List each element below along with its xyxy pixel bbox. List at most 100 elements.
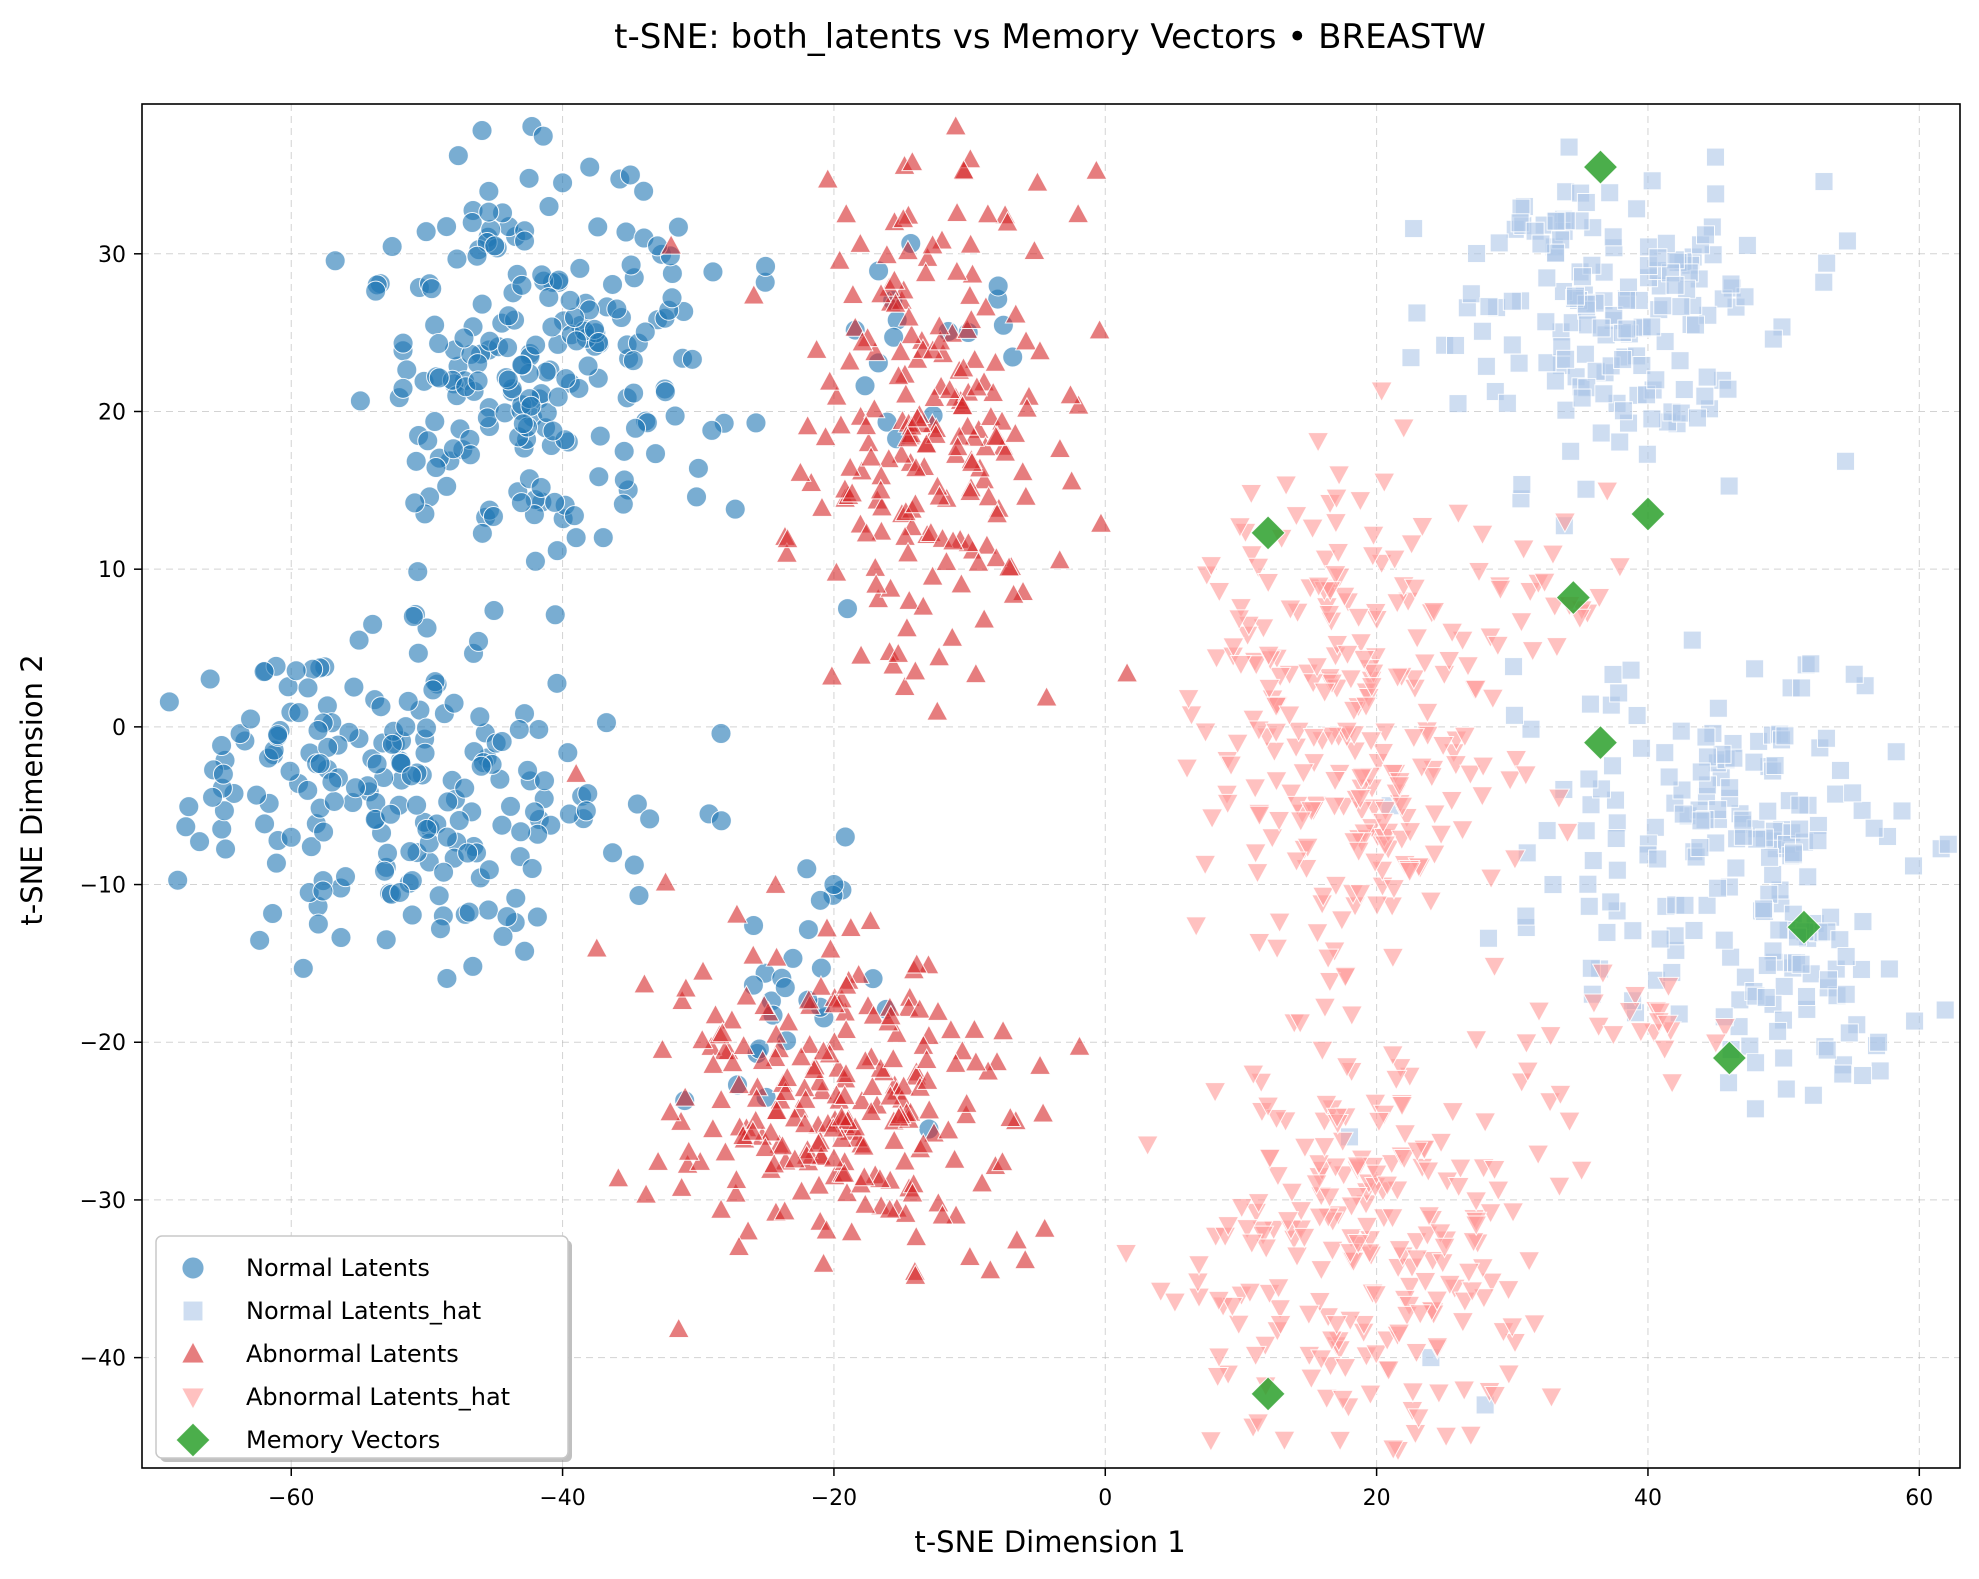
normal-latents-hat-point: [1798, 867, 1818, 887]
normal-latents-point: [492, 925, 514, 947]
abnormal-latents-hat-point: [1362, 525, 1385, 547]
abnormal-latents-point: [1026, 170, 1049, 192]
normal-latents-point: [544, 604, 566, 626]
normal-latents-point: [366, 753, 388, 775]
normal-latents-hat-point: [1476, 356, 1496, 376]
abnormal-latents-point: [855, 521, 878, 543]
normal-latents-point: [484, 235, 506, 257]
abnormal-latents-hat-point: [1346, 1156, 1370, 1178]
abnormal-latents-hat-point: [1222, 637, 1245, 659]
normal-latents-hat-point: [1869, 1032, 1889, 1052]
abnormal-latents-hat-point: [1516, 1061, 1540, 1083]
normal-latents-point: [246, 784, 268, 806]
abnormal-latents-hat-point: [1244, 843, 1267, 865]
normal-latents-point: [211, 818, 233, 840]
abnormal-latents-hat-point: [1460, 1281, 1484, 1303]
normal-latents-hat-point: [1537, 821, 1557, 841]
normal-latents-hat-point: [1543, 875, 1563, 895]
abnormal-latents-point: [809, 974, 833, 996]
legend-entry-normal-latents: Normal Latents: [181, 1254, 430, 1282]
abnormal-latents-hat-point: [1657, 976, 1680, 998]
abnormal-latents-hat-point: [1365, 1164, 1388, 1186]
abnormal-latents-point: [897, 589, 921, 610]
normal-latents-point: [381, 733, 403, 755]
normal-latents-point: [623, 854, 645, 876]
abnormal-latents-hat-point: [1383, 549, 1406, 571]
abnormal-latents-point: [944, 1052, 967, 1073]
legend-box: [155, 1235, 569, 1459]
abnormal-latents-point: [938, 378, 961, 399]
abnormal-latents-point: [634, 1182, 658, 1204]
normal-latents-point: [482, 505, 504, 527]
normal-latents-hat-point: [1591, 318, 1611, 338]
normal-latents-hat-point: [1659, 767, 1679, 787]
normal-latents-hat-point: [1581, 795, 1601, 815]
normal-latents-hat-point: [1843, 783, 1863, 803]
abnormal-latents-hat-point: [1315, 1094, 1338, 1116]
abnormal-latents-hat-point: [1308, 1207, 1331, 1229]
normal-latents-point: [491, 731, 513, 753]
abnormal-latents-point: [841, 283, 865, 305]
abnormal-latents-hat-point: [1405, 628, 1429, 650]
abnormal-latents-hat-point: [1618, 1002, 1642, 1023]
abnormal-latents-hat-point: [1333, 586, 1356, 608]
normal-latents-point: [402, 605, 424, 627]
normal-latents-hat-point: [1836, 947, 1856, 967]
abnormal-latents-point: [894, 382, 918, 404]
abnormal-latents-point: [964, 662, 988, 684]
normal-latents-hat-point: [1719, 476, 1739, 496]
abnormal-latents-point: [850, 1089, 874, 1111]
abnormal-latents-point: [963, 348, 986, 369]
normal-latents-point: [267, 724, 289, 746]
normal-latents-point: [288, 702, 310, 724]
normal-latents-hat-point: [1768, 1021, 1788, 1041]
abnormal-latents-hat-point: [1451, 820, 1474, 842]
abnormal-latents-hat-point: [1459, 1425, 1483, 1447]
abnormal-latents-hat-point: [1199, 556, 1223, 577]
abnormal-latents-point: [878, 1197, 902, 1219]
normal-latents-point: [579, 156, 601, 178]
abnormal-latents-hat-point: [1582, 993, 1606, 1015]
normal-latents-point: [211, 735, 233, 757]
normal-latents-hat-point: [1600, 183, 1620, 203]
abnormal-latents-point: [823, 992, 847, 1014]
abnormal-latents-hat-point: [1467, 561, 1491, 583]
abnormal-latents-hat-point: [1501, 1202, 1525, 1224]
abnormal-latents-hat-point: [1360, 677, 1384, 698]
normal-latents-point: [532, 125, 554, 147]
abnormal-latents-point: [764, 1022, 788, 1044]
abnormal-latents-point: [843, 315, 867, 337]
abnormal-latents-point: [851, 330, 874, 352]
normal-latents-point: [565, 527, 587, 549]
normal-latents-point: [167, 869, 189, 891]
abnormal-latents-hat-point: [1479, 868, 1503, 890]
abnormal-latents-hat-point: [1395, 1305, 1419, 1327]
abnormal-latents-point: [921, 564, 944, 586]
memory-vectors-point: [1630, 496, 1666, 532]
normal-latents-point: [518, 167, 540, 189]
abnormal-latents-hat-point: [1264, 722, 1288, 744]
abnormal-latents-point: [1031, 1101, 1055, 1123]
abnormal-latents-hat-point: [1229, 655, 1253, 676]
normal-latents-point: [664, 405, 686, 427]
normal-latents-hat-point: [1733, 826, 1753, 846]
abnormal-latents-hat-point: [1423, 844, 1446, 866]
abnormal-latents-hat-point: [1422, 602, 1446, 623]
x-axis-title: t-SNE Dimension 1: [914, 1525, 1185, 1559]
abnormal-latents-point: [709, 1197, 733, 1219]
normal-latents-point: [530, 476, 552, 498]
normal-latents-hat-point: [1696, 727, 1716, 747]
normal-latents-hat-point: [1905, 1011, 1925, 1031]
normal-latents-point: [335, 866, 357, 888]
normal-latents-hat-point: [1763, 329, 1783, 349]
abnormal-latents-hat-point: [1517, 1251, 1541, 1273]
abnormal-latents-hat-point: [1235, 1219, 1259, 1240]
abnormal-latents-point: [771, 1134, 794, 1156]
abnormal-latents-hat-point: [1347, 1234, 1370, 1255]
abnormal-latents-hat-point: [1500, 1317, 1524, 1339]
abnormal-latents-hat-point: [1608, 557, 1632, 579]
normal-latents-point: [229, 723, 251, 745]
normal-latents-point: [613, 440, 635, 462]
normal-latents-point: [883, 326, 905, 348]
normal-latents-point: [476, 407, 498, 429]
